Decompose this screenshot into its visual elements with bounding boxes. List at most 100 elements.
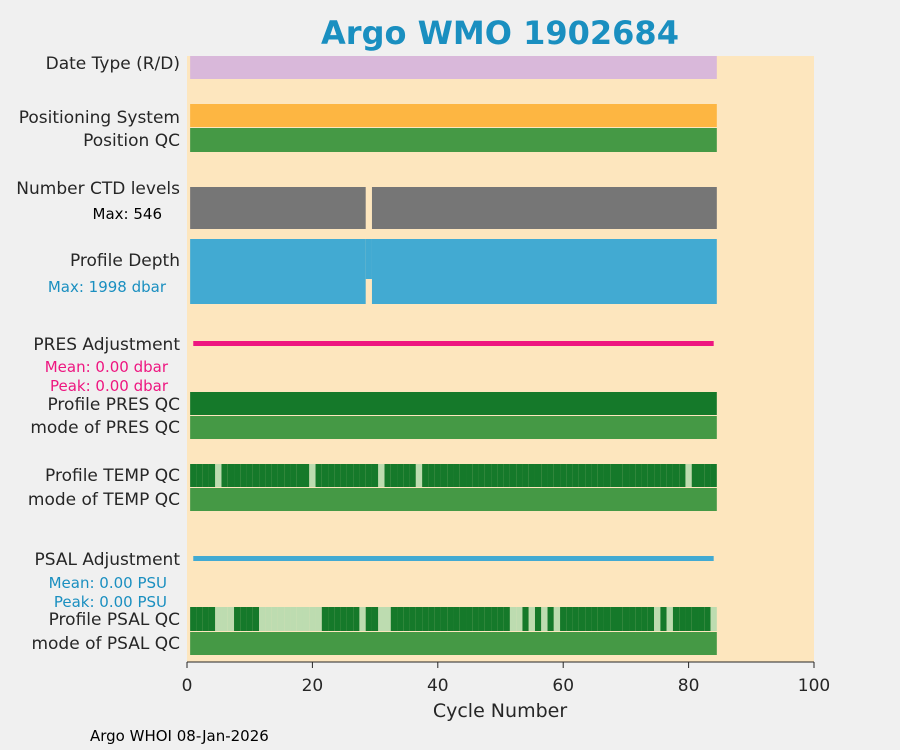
profile-temp-qc-cycle-2 — [196, 464, 203, 487]
profile-temp-qc-cycle-12 — [259, 464, 266, 487]
mode-temp-qc-bar — [190, 488, 717, 511]
profile-temp-qc-cycle-43 — [453, 464, 460, 487]
profile-temp-qc-cycle-83 — [704, 464, 711, 487]
profile-depth-gap-top — [365, 239, 372, 279]
x-tick-label: 60 — [552, 676, 574, 696]
profile-temp-qc-cycle-3 — [202, 464, 209, 487]
profile-temp-qc-cycle-54 — [522, 464, 529, 487]
profile-psal-qc-cycle-33 — [390, 607, 398, 631]
ctd-levels-bar — [371, 187, 717, 229]
profile-psal-qc-cycle-69 — [616, 607, 623, 631]
profile-temp-qc-cycle-70 — [622, 464, 630, 487]
label-pres-adjustment: PRES Adjustment — [33, 335, 180, 355]
profile-psal-qc-cycle-27 — [353, 607, 360, 631]
profile-psal-qc-cycle-80 — [685, 607, 692, 631]
profile-temp-qc-cycle-63 — [578, 464, 586, 487]
profile-temp-qc-cycle-51 — [503, 464, 510, 487]
profile-psal-qc-cycle-30 — [371, 607, 379, 631]
profile-temp-qc-cycle-71 — [629, 464, 636, 487]
profile-temp-qc-cycle-74 — [647, 464, 655, 487]
profile-psal-qc-cycle-75 — [654, 607, 661, 631]
profile-psal-qc-cycle-78 — [672, 607, 680, 631]
x-tick-label: 100 — [798, 676, 830, 696]
date-type-bar — [190, 56, 717, 79]
pres-mean-text: Mean: 0.00 dbar — [45, 358, 169, 376]
profile-temp-qc-cycle-64 — [585, 464, 592, 487]
profile-temp-qc-cycle-15 — [277, 464, 285, 487]
profile-temp-qc-cycle-16 — [284, 464, 291, 487]
profile-psal-qc-cycle-47 — [478, 607, 485, 631]
profile-psal-qc-cycle-41 — [440, 607, 448, 631]
label-profile-psal-qc: Profile PSAL QC — [49, 610, 180, 630]
profile-psal-qc-cycle-22 — [321, 607, 329, 631]
label-profile-pres-qc: Profile PRES QC — [47, 395, 180, 415]
profile-psal-qc-cycle-25 — [340, 607, 347, 631]
profile-temp-qc-cycle-8 — [234, 464, 241, 487]
profile-psal-qc-cycle-28 — [359, 607, 366, 631]
profile-temp-qc-cycle-66 — [597, 464, 604, 487]
position-qc-bar — [190, 128, 717, 152]
profile-temp-qc-cycle-82 — [698, 464, 705, 487]
profile-temp-qc-cycle-30 — [371, 464, 379, 487]
profile-psal-qc-cycle-3 — [202, 607, 209, 631]
profile-psal-qc-cycle-59 — [553, 607, 561, 631]
profile-psal-qc-cycle-77 — [666, 607, 673, 631]
profile-temp-qc-cycle-37 — [415, 464, 423, 487]
profile-temp-qc-cycle-27 — [353, 464, 360, 487]
profile-psal-qc-cycle-13 — [265, 607, 272, 631]
profile-psal-qc-cycle-4 — [208, 607, 216, 631]
profile-temp-qc-cycle-5 — [215, 464, 222, 487]
footer-credit: Argo WHOI 08-Jan-2026 — [90, 727, 269, 745]
profile-temp-qc-cycle-41 — [440, 464, 448, 487]
profile-psal-qc-cycle-16 — [284, 607, 291, 631]
profile-psal-qc-cycle-84 — [710, 607, 717, 631]
profile-psal-qc-cycle-79 — [679, 607, 686, 631]
profile-temp-qc-cycle-77 — [666, 464, 673, 487]
profile-psal-qc-cycle-68 — [610, 607, 617, 631]
profile-temp-qc-cycle-67 — [603, 464, 611, 487]
positioning-system-bar — [190, 104, 717, 127]
profile-temp-qc-cycle-55 — [528, 464, 535, 487]
label-psal-adjustment: PSAL Adjustment — [35, 550, 181, 570]
x-tick-label: 20 — [302, 676, 324, 696]
x-tick-label: 40 — [427, 676, 449, 696]
profile-temp-qc-cycle-38 — [422, 464, 429, 487]
profile-psal-qc-cycle-42 — [447, 607, 454, 631]
profile-psal-qc-cycle-82 — [698, 607, 705, 631]
profile-temp-qc-cycle-1 — [190, 464, 197, 487]
profile-psal-qc-cycle-43 — [453, 607, 460, 631]
label-mode-psal-qc: mode of PSAL QC — [31, 634, 180, 654]
profile-psal-qc-cycle-50 — [497, 607, 504, 631]
profile-psal-qc-cycle-6 — [221, 607, 228, 631]
profile-temp-qc-cycle-35 — [403, 464, 410, 487]
profile-temp-qc-cycle-36 — [409, 464, 416, 487]
label-ctd-levels: Number CTD levels — [16, 179, 180, 199]
profile-temp-qc-cycle-26 — [346, 464, 354, 487]
profile-psal-qc-cycle-17 — [290, 607, 297, 631]
profile-psal-qc-cycle-60 — [560, 607, 567, 631]
profile-psal-qc-cycle-1 — [190, 607, 197, 631]
profile-psal-qc-cycle-26 — [346, 607, 354, 631]
label-profile-temp-qc: Profile TEMP QC — [45, 466, 180, 486]
profile-psal-qc-cycle-45 — [466, 607, 473, 631]
profile-temp-qc-cycle-40 — [434, 464, 441, 487]
profile-psal-qc-cycle-15 — [277, 607, 285, 631]
profile-psal-qc-cycle-44 — [459, 607, 467, 631]
profile-temp-qc-cycle-44 — [459, 464, 467, 487]
label-position-qc: Position QC — [83, 131, 180, 151]
profile-temp-qc-cycle-80 — [685, 464, 692, 487]
profile-psal-qc-cycle-53 — [516, 607, 523, 631]
profile-psal-qc-cycle-11 — [252, 607, 260, 631]
label-mode-pres-qc: mode of PRES QC — [30, 418, 180, 438]
profile-temp-qc-cycle-18 — [296, 464, 303, 487]
profile-psal-qc-cycle-83 — [704, 607, 711, 631]
label-date-type: Date Type (R/D) — [46, 54, 180, 74]
psal-mean-text: Mean: 0.00 PSU — [49, 574, 167, 592]
profile-psal-qc-cycle-76 — [660, 607, 667, 631]
profile-temp-qc-cycle-25 — [340, 464, 347, 487]
profile-psal-qc-cycle-18 — [296, 607, 303, 631]
profile-psal-qc-cycle-81 — [691, 607, 699, 631]
profile-temp-qc-cycle-84 — [710, 464, 717, 487]
profile-psal-qc-cycle-38 — [422, 607, 429, 631]
x-tick-label: 0 — [182, 676, 193, 696]
